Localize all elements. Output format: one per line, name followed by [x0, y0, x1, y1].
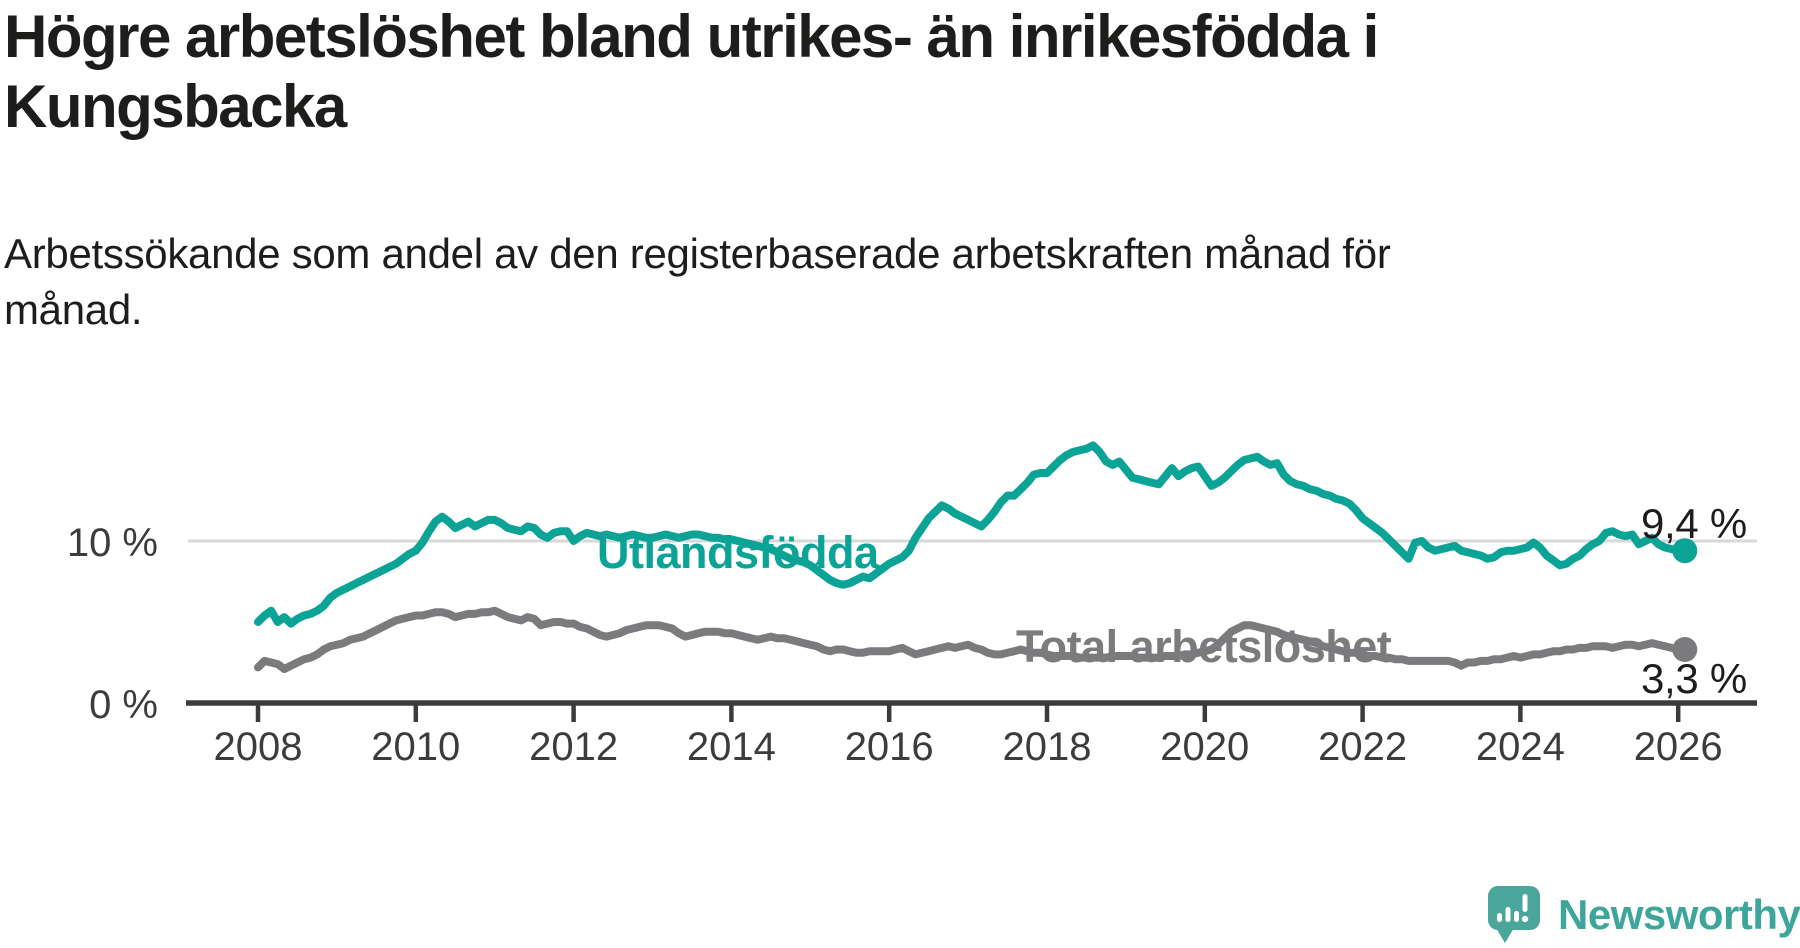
page-title-line2: Kungsbacka	[4, 73, 347, 140]
series-line-0	[254, 441, 1689, 628]
page-subtitle-line1: Arbetssökande som andel av den registerb…	[4, 230, 1391, 277]
series-end-dot-1	[1672, 637, 1698, 662]
x-axis-label-2012: 2012	[529, 725, 619, 769]
series-label-utlandsfodda: Utlandsfödda	[597, 527, 879, 578]
newsworthy-logo-icon	[1488, 886, 1540, 943]
y-axis-label-0-percent: 0 %	[89, 683, 158, 727]
x-axis-label-2022: 2022	[1318, 725, 1408, 769]
end-value-label-total-arbetsloshet: 3,3 %	[1641, 655, 1747, 702]
end-value-label-utlandsfodda: 9,4 %	[1641, 500, 1747, 547]
x-axis-label-2018: 2018	[1002, 725, 1092, 769]
page-subtitle-line2: månad.	[4, 286, 143, 333]
page-title: Högre arbetslöshet bland utrikes- än inr…	[4, 2, 1504, 142]
x-axis-label-2016: 2016	[844, 725, 934, 769]
series-label-total-arbetsloshet: Total arbetslöshet	[1016, 621, 1392, 672]
newsworthy-logo-text: Newsworthy	[1558, 891, 1800, 938]
newsworthy-logo: Newsworthy	[1488, 886, 1800, 944]
page-title-line1: Högre arbetslöshet bland utrikes- än inr…	[4, 3, 1379, 70]
page-subtitle: Arbetssökande som andel av den registerb…	[4, 226, 1524, 338]
x-axis-label-2024: 2024	[1475, 725, 1565, 769]
series-line-1	[254, 606, 1689, 673]
x-axis-label-2020: 2020	[1160, 725, 1250, 769]
x-axis-label-2026: 2026	[1633, 725, 1723, 769]
x-axis-label-2010: 2010	[371, 725, 461, 769]
x-axis-label-2008: 2008	[213, 725, 303, 769]
series-end-dot-0	[1672, 538, 1698, 564]
y-axis-label-10-percent: 10 %	[66, 521, 158, 565]
x-axis-label-2014: 2014	[686, 725, 776, 769]
